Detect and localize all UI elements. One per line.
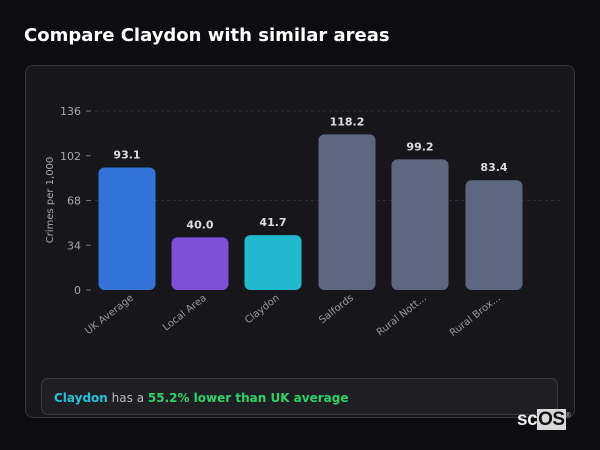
y-tick-label: 0	[74, 284, 81, 297]
y-tick-label: 34	[67, 239, 81, 252]
bar-0	[98, 167, 156, 290]
y-axis-label: Crimes per 1,000	[45, 157, 56, 244]
y-tick-label: 68	[67, 195, 81, 208]
summary-box: Claydon has a 55.2% lower than UK averag…	[41, 378, 558, 415]
logo-prefix: sc	[517, 409, 538, 430]
x-tick-label: Local Area	[161, 293, 209, 334]
page-title: Compare Claydon with similar areas	[24, 25, 390, 46]
bar-2	[244, 235, 302, 290]
x-tick-label: UK Average	[83, 293, 136, 337]
y-tick-label: 102	[60, 150, 81, 163]
x-tick-label: Claydon	[243, 293, 282, 327]
bar-4	[391, 159, 449, 290]
summary-text: has a	[107, 391, 148, 405]
x-tick-label: Rural Brox...	[448, 293, 503, 339]
x-tick-label: Salfords	[317, 293, 356, 327]
bar-value-label: 41.7	[259, 216, 286, 229]
bar-value-label: 118.2	[330, 115, 365, 128]
summary-highlight: 55.2% lower than UK average	[147, 391, 349, 405]
x-tick-label: Rural Nott...	[375, 293, 429, 339]
bar-value-label: 40.0	[186, 218, 213, 231]
bar-value-label: 93.1	[113, 148, 140, 161]
bar-1	[171, 237, 229, 290]
logo-box: OS	[537, 409, 566, 430]
bar-5	[465, 180, 523, 290]
bar-value-label: 99.2	[406, 140, 433, 153]
area-name: Claydon	[54, 391, 108, 405]
bar-3	[318, 134, 376, 290]
scos-logo: scOS®	[517, 409, 571, 431]
logo-mark: ®	[565, 412, 571, 420]
bar-value-label: 83.4	[480, 161, 507, 174]
y-tick-label: 136	[60, 105, 81, 118]
